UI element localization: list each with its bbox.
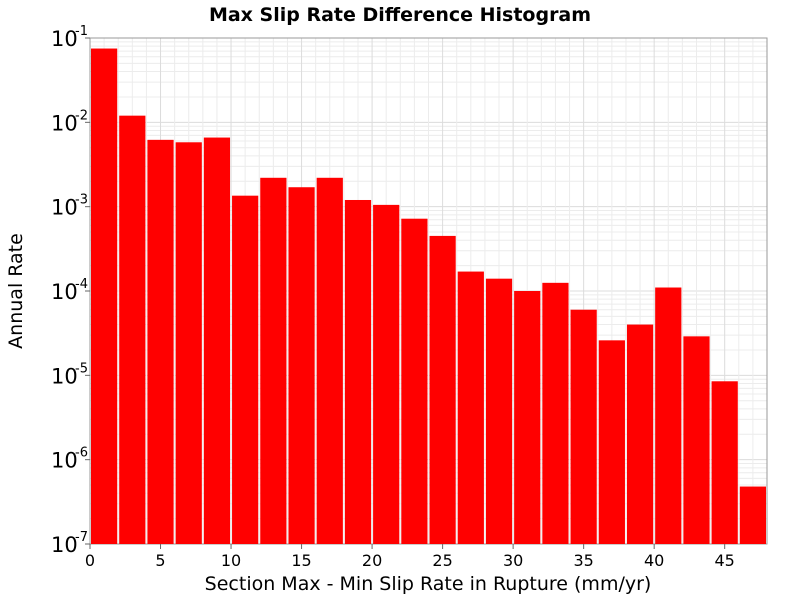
y-axis-label: Annual Rate [5, 233, 27, 349]
x-axis-ticks: 0 5 10 15 20 25 30 35 40 45 [85, 544, 735, 570]
bar [373, 204, 400, 544]
y-tick-label-base: 10 [51, 533, 78, 557]
bar [429, 235, 456, 544]
bar [344, 199, 372, 544]
y-tick-label-exponent: -5 [75, 361, 88, 376]
bar [655, 287, 682, 544]
bar [260, 177, 287, 545]
bar [119, 115, 146, 545]
bar [485, 278, 513, 544]
bar [570, 309, 597, 544]
y-tick-label-base: 10 [51, 111, 78, 135]
y-tick-label-exponent: -2 [75, 108, 88, 123]
bar [91, 48, 118, 544]
bar [514, 291, 541, 544]
y-tick-label-exponent: -6 [75, 446, 88, 461]
x-tick-label: 5 [155, 551, 165, 570]
x-tick-label: 10 [221, 551, 241, 570]
x-tick-label: 30 [503, 551, 523, 570]
bar [288, 187, 315, 544]
bar [598, 340, 625, 544]
y-tick-label-base: 10 [51, 449, 78, 473]
bar [457, 271, 484, 544]
bar [739, 486, 766, 544]
bar [401, 218, 428, 544]
y-tick-label-exponent: -7 [75, 530, 88, 545]
y-tick-label-exponent: -4 [75, 277, 88, 292]
bar [683, 336, 710, 544]
y-axis-ticks: 10-710-610-510-410-310-210-1 [51, 24, 90, 557]
y-tick-label-exponent: -3 [75, 193, 88, 208]
bar [203, 137, 231, 544]
x-tick-label: 45 [715, 551, 735, 570]
y-tick-label-base: 10 [51, 280, 78, 304]
bar [316, 177, 343, 545]
bar [147, 139, 174, 545]
y-tick-label-base: 10 [51, 27, 78, 51]
bar [626, 324, 654, 544]
y-tick-label-exponent: -1 [75, 24, 88, 39]
y-tick-label-base: 10 [51, 196, 78, 220]
bar [175, 142, 202, 544]
x-tick-label: 35 [573, 551, 593, 570]
y-tick-label-base: 10 [51, 364, 78, 388]
bar-series [91, 48, 766, 545]
bar [232, 195, 259, 545]
x-tick-label: 20 [362, 551, 382, 570]
x-tick-label: 40 [644, 551, 664, 570]
chart-title: Max Slip Rate Difference Histogram [209, 4, 591, 26]
x-tick-label: 25 [432, 551, 452, 570]
bar [542, 282, 569, 544]
x-axis-label: Section Max - Min Slip Rate in Rupture (… [205, 573, 652, 595]
x-tick-label: 0 [85, 551, 95, 570]
x-tick-label: 15 [291, 551, 311, 570]
bar [711, 381, 738, 544]
